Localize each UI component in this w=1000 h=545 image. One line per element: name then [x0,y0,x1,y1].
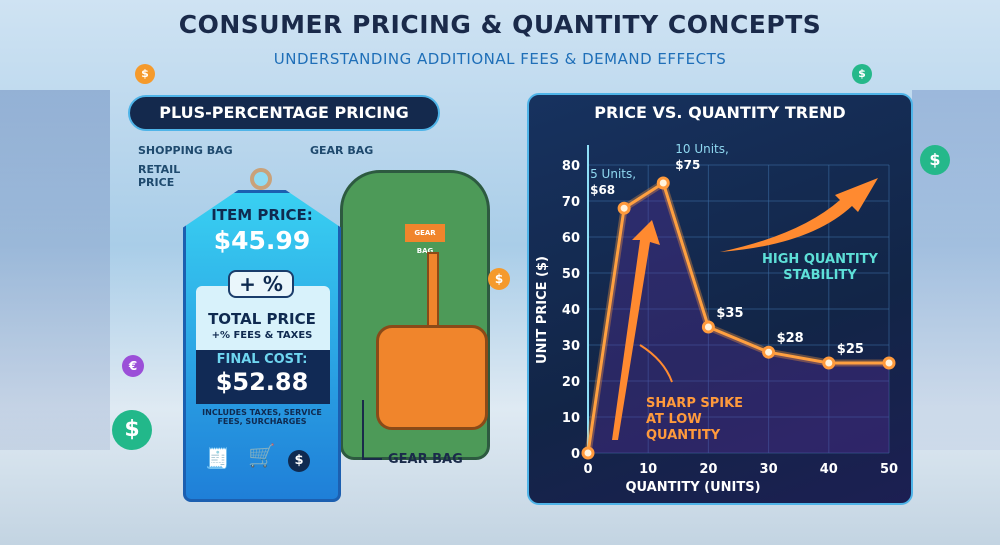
y-tick-label: 70 [562,195,580,210]
euro-coin-icon: € [122,355,144,377]
cart-icon: 🛒 [248,444,276,469]
point-label-price: $68 [590,183,615,197]
spike-arrow [612,220,660,440]
final-cost-label: FINAL COST: [216,352,308,367]
y-tick-label: 80 [562,159,580,174]
backpack-pocket [376,325,488,430]
spike-annotation: QUANTITY [646,428,721,443]
x-tick-label: 0 [583,462,592,477]
gear-bag-top-label: GEAR BAG [310,144,374,157]
data-point [656,176,670,190]
point-label-price: $75 [675,158,700,172]
final-cost-price: $52.88 [215,368,309,396]
y-tick-label: 10 [562,411,580,426]
chart-title: PRICE VS. QUANTITY TREND [594,103,846,122]
data-point [581,446,595,460]
backpack-patch: GEAR BAG [405,224,445,255]
shopping-bag-label: SHOPPING BAG [138,144,233,157]
point-label-price: $35 [716,306,743,321]
total-price-box [196,286,330,358]
area-fill [588,183,889,453]
stability-annotation: STABILITY [783,268,857,283]
x-tick-label: 50 [880,462,898,477]
y-tick-label: 0 [571,447,580,462]
data-point [822,356,836,370]
item-price: $45.99 [213,226,311,255]
gear-bag-callout: GEAR BAG [388,452,463,467]
stability-arrow [720,178,878,252]
point-label-price: $25 [837,342,864,357]
receipt-icon: 🧾 [205,446,230,470]
store-background-left [0,90,110,450]
final-cost-box [196,350,330,404]
coins-icon: $ [288,450,310,472]
y-tick-label: 30 [562,339,580,354]
x-tick-label: 30 [760,462,778,477]
y-tick-label: 50 [562,267,580,282]
x-axis-label: QUANTITY (UNITS) [625,480,760,495]
y-tick-label: 60 [562,231,580,246]
point-label-price: $28 [777,331,804,346]
spike-annotation: SHARP SPIKE [646,396,743,411]
total-price-sub: +% FEES & TAXES [211,330,313,341]
data-point [617,201,631,215]
page-title: CONSUMER PRICING & QUANTITY CONCEPTS [178,10,822,39]
includes-text: INCLUDES TAXES, SERVICE FEES, SURCHARGES [202,408,322,426]
spike-annotation: AT LOW [646,412,702,427]
point-label-units: 5 Units, [590,167,636,181]
total-price-label: TOTAL PRICE [208,310,316,328]
x-tick-label: 10 [639,462,657,477]
item-price-label: ITEM PRICE: [211,206,313,224]
x-tick-label: 20 [699,462,717,477]
x-tick-label: 40 [820,462,838,477]
page-subtitle: UNDERSTANDING ADDITIONAL FEES & DEMAND E… [273,50,727,68]
section-title-pricing: PLUS-PERCENTAGE PRICING [128,95,440,131]
dollar-coin-icon: $ [920,145,950,175]
gear-bag-callout-line [362,400,382,460]
plus-percent-badge: + % [228,270,294,298]
data-point [882,356,896,370]
dollar-coin-icon: $ [112,410,152,450]
point-label-units: 10 Units, [675,142,729,156]
y-tick-label: 40 [562,303,580,318]
data-point [701,320,715,334]
dollar-coin-icon: $ [488,268,510,290]
tag-hole [250,168,272,190]
dollar-coin-icon: $ [135,64,155,84]
retail-price-label: RETAIL PRICE [138,163,181,189]
spike-pointer [639,344,673,383]
dollar-coin-icon: $ [852,64,872,84]
data-point [762,345,776,359]
y-axis-label: UNIT PRICE ($) [535,256,550,364]
stability-annotation: HIGH QUANTITY [762,252,879,267]
y-tick-label: 20 [562,375,580,390]
